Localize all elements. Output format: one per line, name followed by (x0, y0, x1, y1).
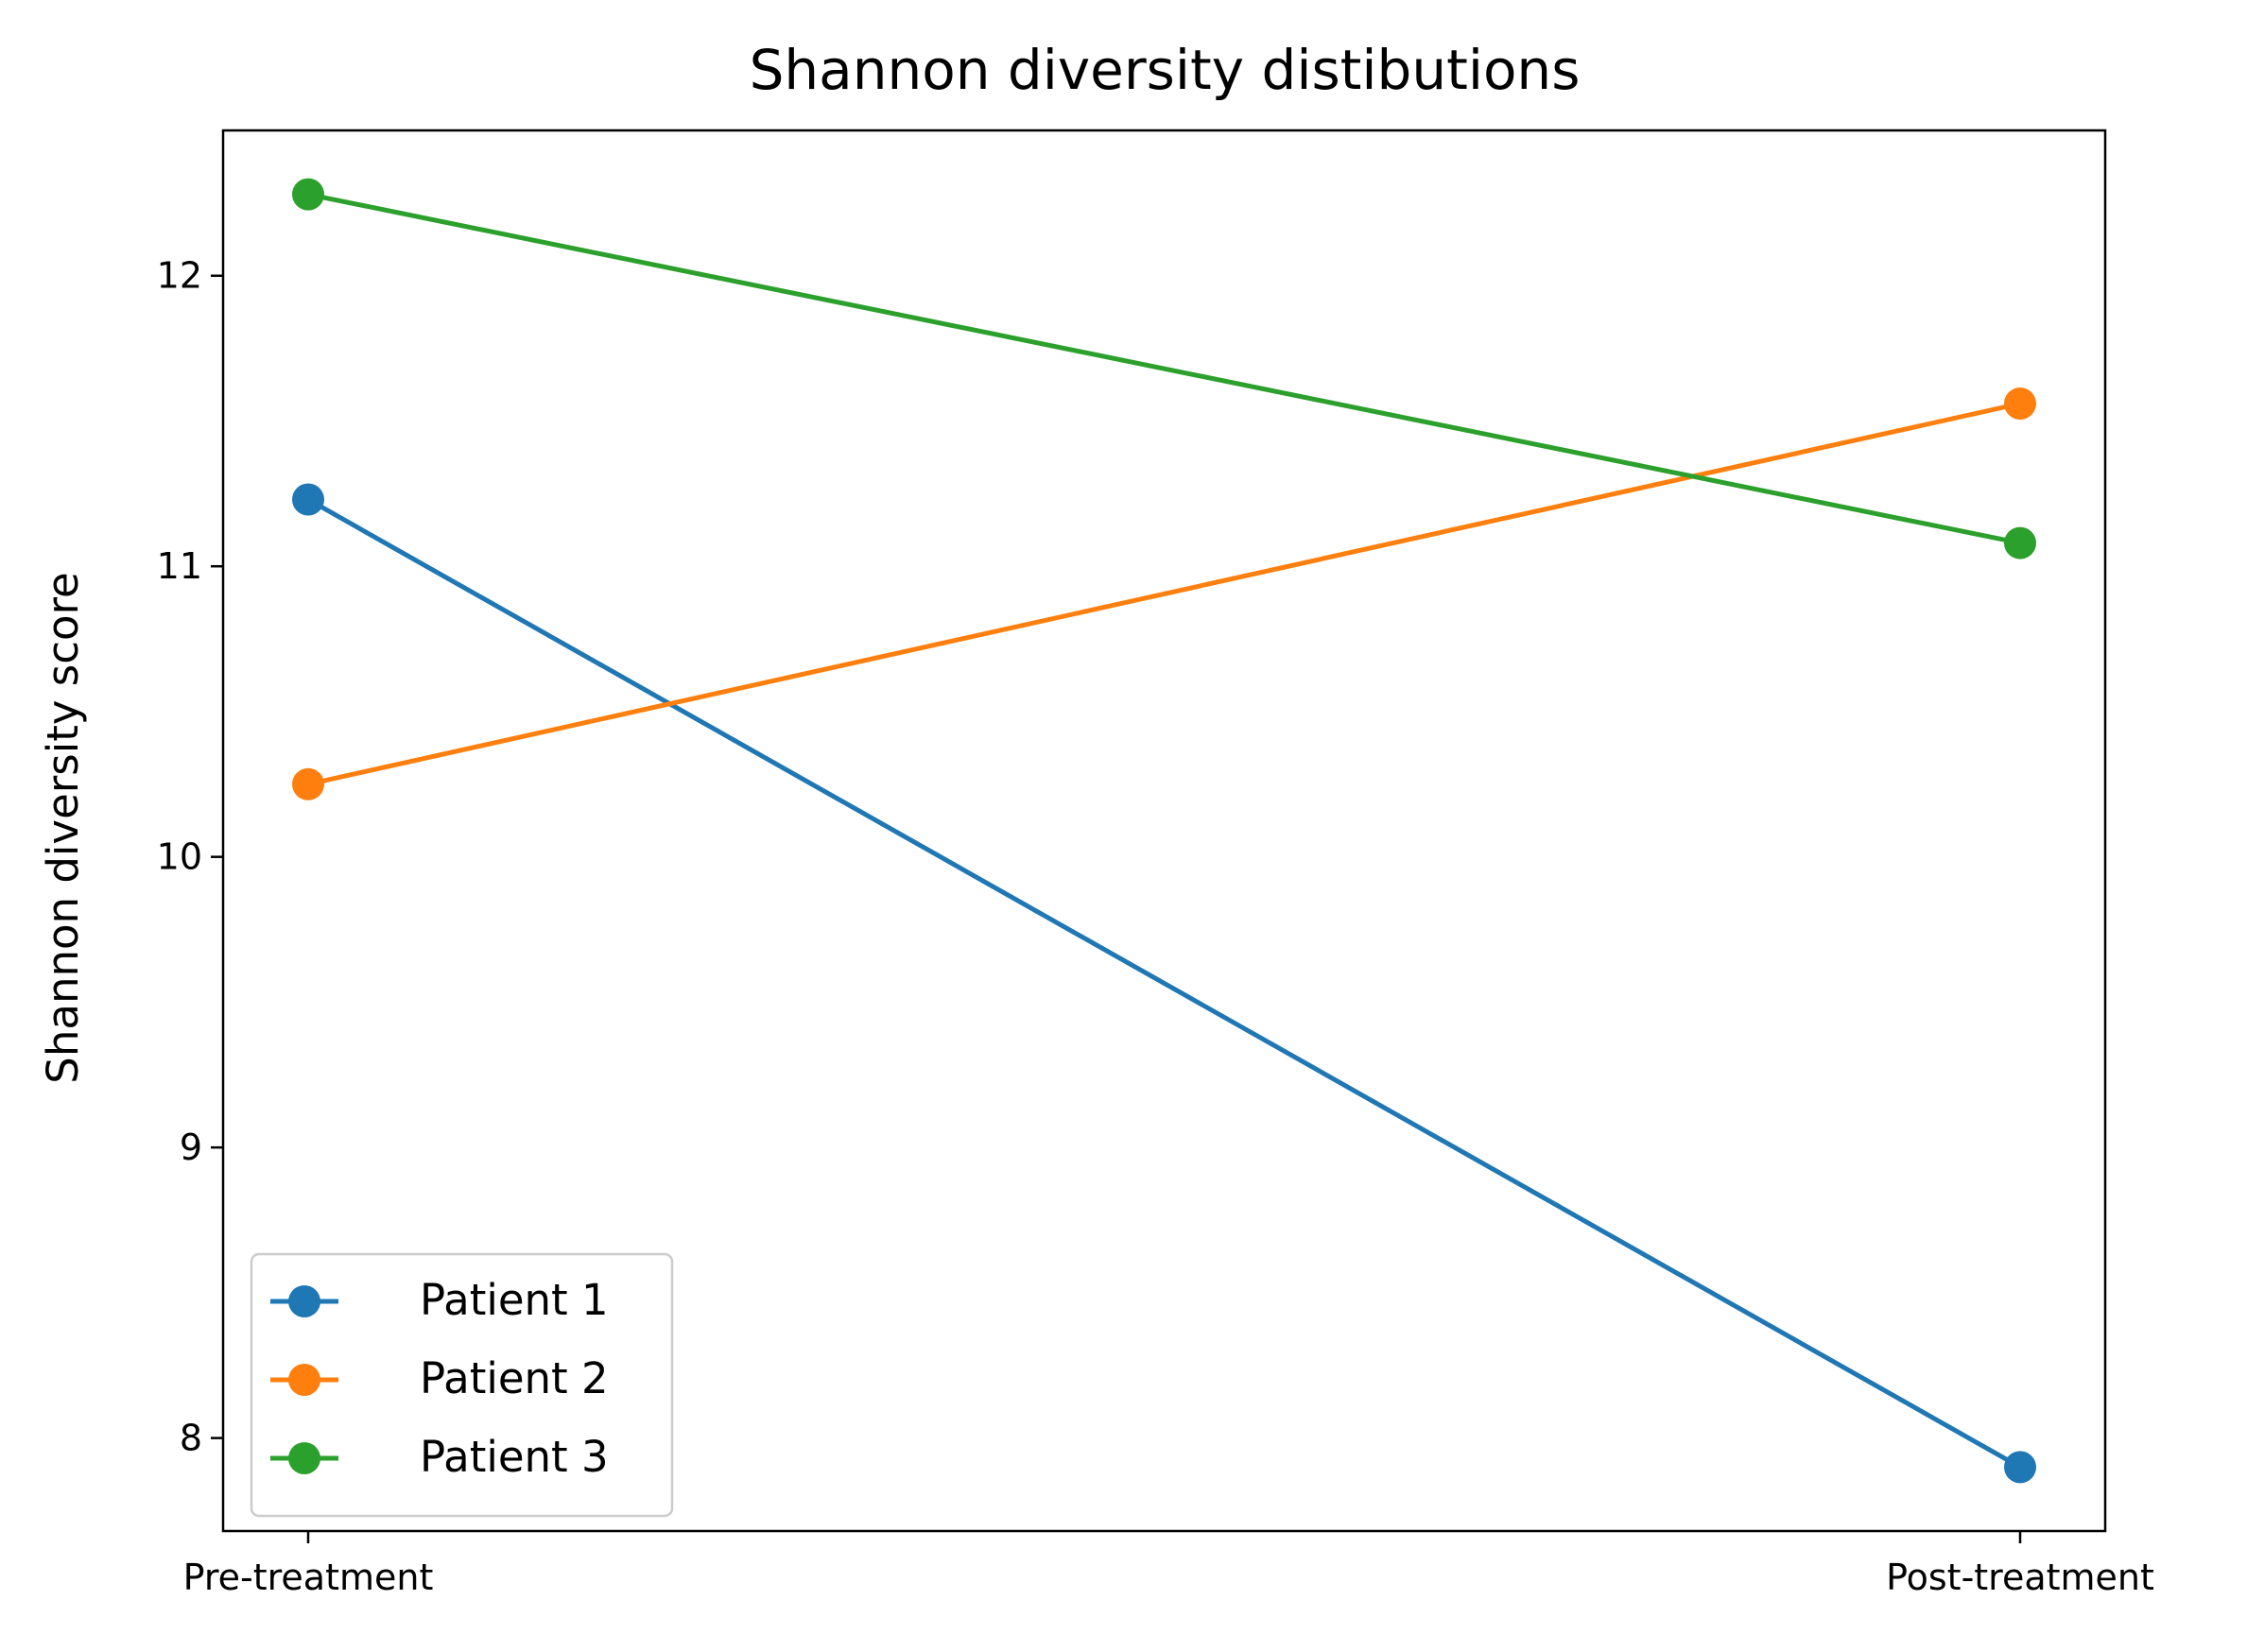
y-tick-label: 12 (157, 255, 202, 297)
y-tick-label: 10 (157, 836, 202, 878)
y-tick-label: 8 (180, 1418, 202, 1459)
legend-marker (288, 1285, 320, 1317)
x-tick-label: Pre-treatment (183, 1557, 434, 1598)
series-line-1 (306, 497, 2022, 1470)
data-point (292, 178, 324, 211)
data-point (2004, 526, 2036, 559)
chart-title: Shannon diversity distibutions (750, 38, 1581, 102)
plot-area: 8 9 10 11 12 Pre-treatment Post-treatment (157, 178, 2154, 1598)
data-point (2004, 387, 2036, 421)
data-point (292, 767, 324, 800)
data-point (292, 483, 324, 516)
series-line-3 (307, 192, 2021, 546)
series-line-2 (307, 401, 2021, 787)
legend: Patient 1 Patient 2 Patient 3 (250, 1252, 674, 1518)
legend-label: Patient 2 (420, 1353, 609, 1403)
y-tick-label: 11 (157, 545, 202, 587)
data-point (2004, 1451, 2036, 1484)
x-tick-label: Post-treatment (1886, 1557, 2154, 1598)
legend-box (250, 1252, 674, 1518)
y-tick-label: 9 (180, 1127, 202, 1168)
legend-label: Patient 3 (420, 1432, 609, 1482)
legend-marker (288, 1442, 320, 1474)
legend-label: Patient 1 (420, 1275, 609, 1325)
y-axis-label: Shannon diversity score (38, 572, 88, 1083)
legend-marker (288, 1364, 320, 1396)
plot-frame (221, 129, 2107, 1533)
